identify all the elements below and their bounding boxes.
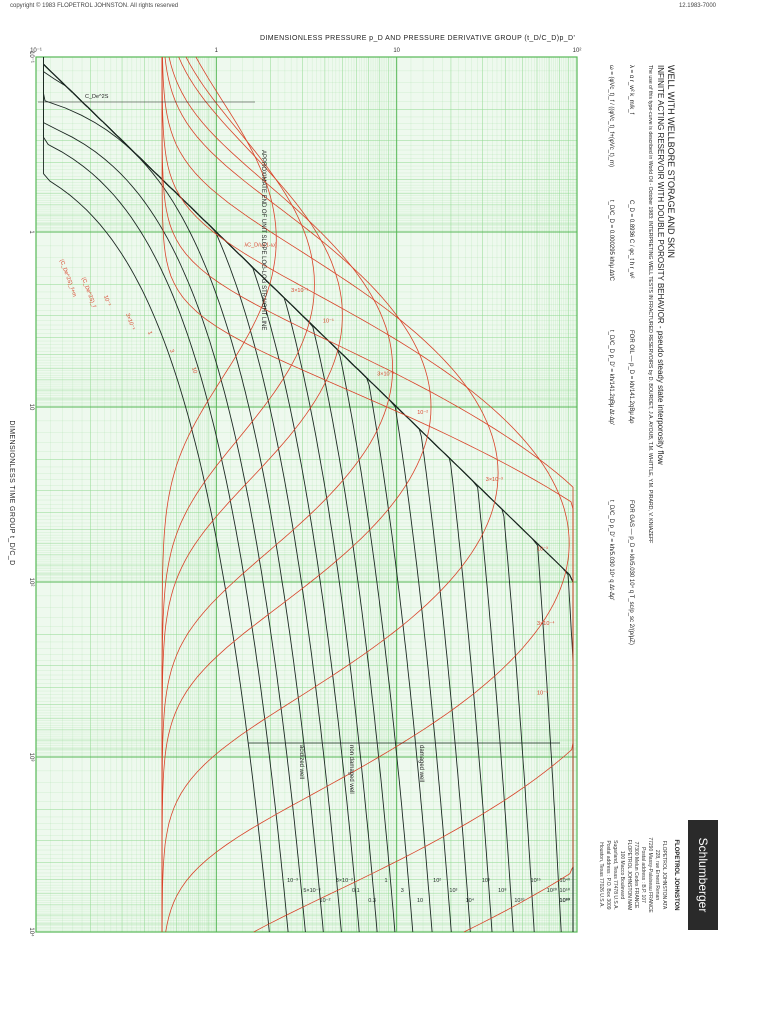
black-curve-label: 10⁴ [466,897,475,904]
left-axis-ticks: 10⁻¹ 1 10 10² 10³ 10⁴ [28,51,35,937]
title-line3: The use of this type-curve is described … [647,65,653,543]
address-line: 100 Macco Boulevard [619,850,625,900]
red-curve-7 [161,57,574,933]
black-curve-label: 10¹⁵ [531,877,541,884]
black-curve-label: 10³⁰ [560,897,571,904]
black-curve-label: 1 [384,878,387,884]
address-line: Postal address : P.O. Box 3009 [605,840,611,910]
acidized-well-label: acidized well [298,745,304,779]
red-curve-8 [161,57,574,933]
legend-cd-label: C_De^2S [85,94,109,100]
black-curve-label: 10³ [449,888,457,894]
black-curve-label: 10⁴⁰ [560,877,571,884]
black-curve-label: 3×10⁻² [336,878,353,884]
red-curve-label: 3×10⁻³ [486,477,503,483]
red-curve-label: 10⁻¹ [323,319,334,325]
address-line: FLOPETROL JOHNSTON ATA [661,840,667,910]
schlumberger-logo [688,820,718,930]
black-curve-17 [43,57,324,933]
left-red-label: 3 [168,349,175,354]
black-curve-label: 10⁻³ [287,878,298,884]
top-tick-label: 1 [215,48,219,54]
document-number: 12.1983-7000 [678,3,716,9]
address-line: FLOPETROL JOHNSTON NAM [626,839,632,911]
address-line: 77290 Massy-Palaiseau FRANCE [647,837,653,913]
left-tick-label: 10³ [28,753,34,762]
black-curve-label: 3 [401,888,404,894]
top-axis-ticks: 10⁻¹ 1 10 10² [30,48,581,54]
copyright-notice: copyright © 1983 FLOPETROL JOHNSTON. All… [10,3,179,9]
left-tick-label: 10 [28,404,34,411]
red-derivative-curves [161,56,574,933]
formula-cd: C_D = 0.8936 C / φc_t h r_w² [628,200,634,278]
address-line: 228, rue Ernest Renan [654,849,660,901]
top-tick-label: 10 [393,48,400,54]
red-curve-label: 10⁻² [417,410,428,416]
address-line: Houston, Texas 77026 U.S.A. [598,842,604,908]
black-curve-label: 0.3 [368,898,376,904]
black-curve-label: 10²⁰ [547,887,558,894]
black-curve-19 [43,57,289,933]
title-line2: INFINITE ACTING RESERVOIR WITH DOUBLE PO… [656,65,665,465]
flopetrol-brand: FLOPETROL JOHNSTON [673,839,679,911]
black-curve-label: 10 [417,898,423,904]
formula-lambda: λ = α r_w² k_m/k_f [628,65,634,115]
title-line1: WELL WITH WELLBORE STORAGE AND SKIN [666,65,676,258]
formula-omega: ω = (φVc_t)_f / ((φVc_t)_f+(φVc_t)_m) [608,65,614,167]
red-curve-label: 3×10⁻² [377,371,394,377]
chart-frame [35,56,578,933]
left-tick-label: 10⁴ [28,927,35,937]
left-red-label: 10⁻¹ [102,295,111,307]
black-curve-label: 10¹⁰ [514,897,525,904]
left-tick-label: 10⁻¹ [28,51,34,63]
black-curve-label: 10⁻² [320,898,331,904]
black-curve-18 [43,57,306,933]
bottom-axis-title: DIMENSIONLESS TIME GROUP t_D/C_D [8,420,15,565]
black-curve-label: 10² [433,878,441,884]
left-tick-label: 1 [28,230,34,234]
black-curve-label: 10⁶ [482,877,490,884]
black-curve-20 [43,57,270,933]
formula-gas-deriv: t_D/C_D p_D' = kh/5.030 10⁴ q Δt·Δp' [608,500,615,600]
red-curve-5 [161,56,499,932]
red-curve-label: 3×10⁻¹ [291,288,308,294]
top-tick-label: 10² [573,48,582,54]
left-red-label: 1 [146,331,153,336]
black-curve-label: 10⁵⁰ [560,887,571,894]
red-curve-label: 10⁻³ [537,546,548,552]
formula-oil-pd: FOR OIL — p_D = kh/141.2qBμ Δp [628,330,634,424]
red-curve-label: 10⁻⁴ [537,690,549,697]
top-tick-label: 10⁻¹ [30,48,42,54]
address-line: Sugarland, Texas 77478 U.S.A. [612,840,618,910]
formula-gas-pd: FOR GAS — p_D = kh/5.030 10⁴ q T_sc/p_sc… [628,500,635,645]
black-curve-label: 0.1 [352,888,360,894]
left-red-label: 10 [190,367,198,375]
left-red-label: 3×10⁻¹ [124,313,136,331]
address-line: 77300 Melun Cedex FRANCE [633,841,639,909]
black-curve-label: 10⁶⁰ [560,897,571,904]
left-tick-label: 10² [28,578,34,587]
red-curve-4 [161,56,432,932]
black-type-curves [43,57,574,933]
red-curve-label: λC_D/ω(1-ω) [244,242,277,248]
logo-text: Schlumberger [696,837,710,913]
damaged-well-label: damaged well [418,745,424,782]
black-curve-label: 5×10⁻³ [303,888,320,894]
formula-td-cd: t_D/C_D = 0.000295 kh/μ Δt/C [608,200,614,282]
top-axis-title: DIMENSIONLESS PRESSURE p_D AND PRESSURE … [260,35,575,42]
unit-slope-annotation: APPROXIMATE END OF UNIT SLOPE LOG-LOG ST… [260,150,266,330]
non-damaged-well-label: non damaged well [348,745,354,794]
address-line: Postal address : B.P. 107 [640,847,646,903]
black-curve-label: 10⁸ [498,887,506,894]
formula-oil-deriv: t_D/C_D p_D' = kh/141.2qBμ Δt·Δp' [608,330,614,425]
red-curve-label: 3×10⁻⁴ [537,620,555,627]
